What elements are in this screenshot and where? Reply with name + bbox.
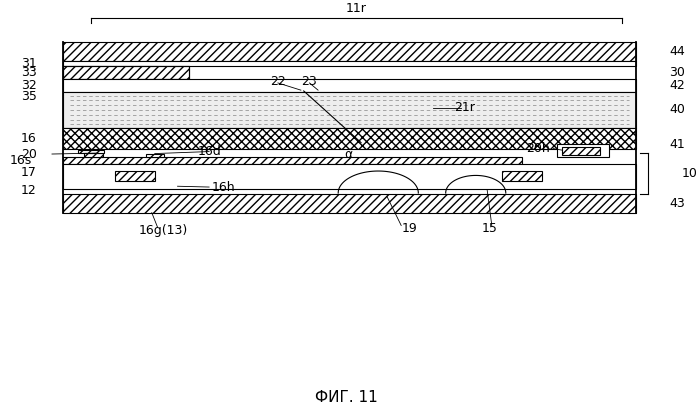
Text: 23: 23 xyxy=(302,75,317,88)
Bar xyxy=(502,171,542,181)
Text: 32: 32 xyxy=(21,79,36,92)
Bar xyxy=(63,92,636,128)
Bar xyxy=(63,128,636,149)
Bar xyxy=(146,153,164,157)
Text: 21r: 21r xyxy=(454,101,475,114)
Text: 22: 22 xyxy=(270,75,286,88)
Text: ФИГ. 11: ФИГ. 11 xyxy=(315,390,377,405)
Bar xyxy=(562,147,601,155)
Text: 19: 19 xyxy=(402,222,418,235)
Bar xyxy=(63,194,636,213)
Text: 20h: 20h xyxy=(526,142,550,155)
Text: 44: 44 xyxy=(669,45,685,58)
Text: 30: 30 xyxy=(669,66,685,79)
Bar xyxy=(83,153,103,157)
Bar xyxy=(63,66,189,79)
Text: 17: 17 xyxy=(21,166,36,179)
Text: 16h: 16h xyxy=(211,181,235,194)
Bar xyxy=(63,157,522,164)
Bar xyxy=(115,171,155,181)
Bar xyxy=(78,150,104,153)
Text: 16: 16 xyxy=(21,132,36,145)
Text: 11r: 11r xyxy=(346,2,367,15)
Bar xyxy=(63,79,636,92)
Text: 43: 43 xyxy=(669,197,685,210)
Text: 42: 42 xyxy=(669,79,685,92)
Text: 33: 33 xyxy=(21,66,36,79)
Text: 41: 41 xyxy=(669,138,685,151)
Text: 16g(13): 16g(13) xyxy=(139,224,188,237)
Bar xyxy=(556,144,609,158)
Text: 16s: 16s xyxy=(10,154,32,167)
Bar xyxy=(63,61,636,66)
Text: 10: 10 xyxy=(681,167,697,180)
Text: 16d: 16d xyxy=(197,145,221,158)
Text: 31: 31 xyxy=(21,57,36,70)
Text: 12: 12 xyxy=(21,184,36,197)
Bar xyxy=(63,42,636,61)
Text: 40: 40 xyxy=(669,103,685,116)
Text: 20: 20 xyxy=(21,148,36,161)
Text: α: α xyxy=(344,148,352,161)
Text: 35: 35 xyxy=(21,90,36,103)
Bar xyxy=(63,66,189,79)
Text: 15: 15 xyxy=(482,222,498,235)
Bar xyxy=(63,164,636,188)
